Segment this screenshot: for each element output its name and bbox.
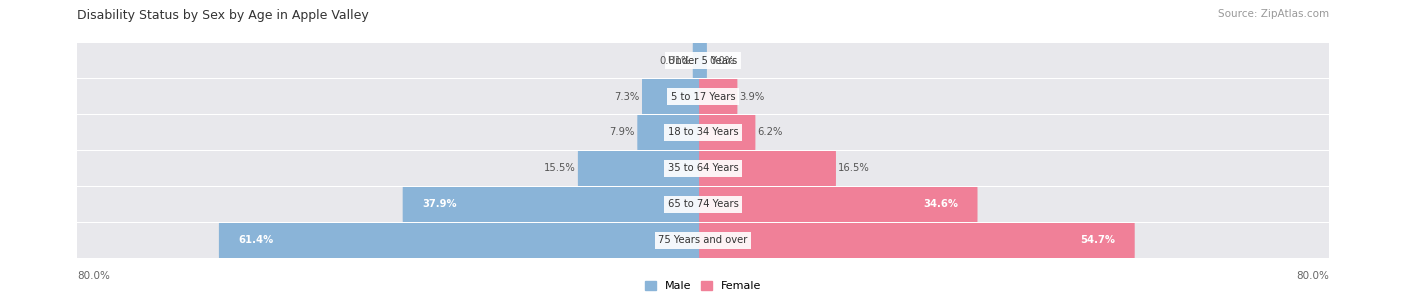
FancyBboxPatch shape — [699, 174, 977, 235]
Text: 80.0%: 80.0% — [77, 271, 110, 281]
FancyBboxPatch shape — [699, 137, 837, 199]
FancyBboxPatch shape — [699, 66, 737, 127]
Text: 7.3%: 7.3% — [614, 92, 640, 102]
Text: 54.7%: 54.7% — [1080, 235, 1115, 245]
Text: 7.9%: 7.9% — [610, 127, 636, 137]
FancyBboxPatch shape — [402, 174, 707, 235]
FancyBboxPatch shape — [699, 102, 755, 164]
Text: 5 to 17 Years: 5 to 17 Years — [671, 92, 735, 102]
Text: 6.2%: 6.2% — [758, 127, 783, 137]
Text: 65 to 74 Years: 65 to 74 Years — [668, 199, 738, 209]
FancyBboxPatch shape — [643, 66, 707, 127]
FancyBboxPatch shape — [637, 102, 707, 164]
Text: 18 to 34 Years: 18 to 34 Years — [668, 127, 738, 137]
Text: Source: ZipAtlas.com: Source: ZipAtlas.com — [1218, 9, 1329, 19]
FancyBboxPatch shape — [219, 209, 707, 271]
Text: 3.9%: 3.9% — [740, 92, 765, 102]
Text: 0.81%: 0.81% — [659, 56, 690, 66]
Text: Disability Status by Sex by Age in Apple Valley: Disability Status by Sex by Age in Apple… — [77, 9, 370, 22]
Text: 61.4%: 61.4% — [239, 235, 274, 245]
Text: 35 to 64 Years: 35 to 64 Years — [668, 164, 738, 174]
FancyBboxPatch shape — [578, 137, 707, 199]
Text: 16.5%: 16.5% — [838, 164, 870, 174]
Text: Under 5 Years: Under 5 Years — [668, 56, 738, 66]
FancyBboxPatch shape — [699, 209, 1135, 271]
Text: 75 Years and over: 75 Years and over — [658, 235, 748, 245]
Text: 37.9%: 37.9% — [422, 199, 457, 209]
Text: 80.0%: 80.0% — [1296, 271, 1329, 281]
Text: 34.6%: 34.6% — [922, 199, 957, 209]
Legend: Male, Female: Male, Female — [641, 276, 765, 295]
Text: 15.5%: 15.5% — [544, 164, 575, 174]
Text: 0.0%: 0.0% — [709, 56, 734, 66]
FancyBboxPatch shape — [693, 29, 707, 92]
